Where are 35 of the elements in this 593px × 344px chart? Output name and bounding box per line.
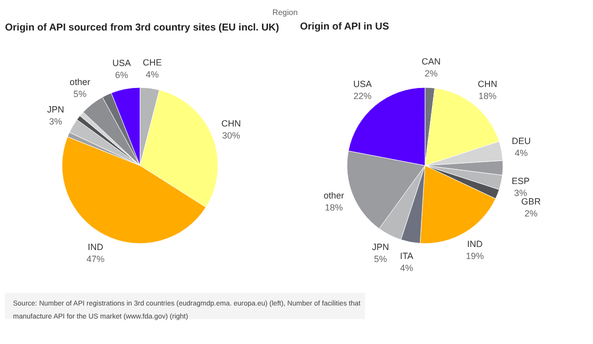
slice-label: other — [324, 190, 344, 201]
slice-label: ESP — [512, 176, 530, 186]
data-label: 3% — [49, 116, 62, 127]
slice-label: USA — [353, 78, 372, 89]
data-label: 18% — [478, 90, 496, 101]
slice-label: GBR — [521, 196, 542, 206]
slice-label: JPN — [47, 104, 64, 115]
data-label: 5% — [73, 89, 86, 100]
slice-label: JPN — [372, 242, 390, 252]
slice-label: USA — [112, 58, 131, 68]
chart-title: Origin of API sourced from 3rd country sites (EU incl. UK) — [5, 22, 280, 34]
text: Region — [272, 8, 298, 17]
data-label: 30% — [222, 130, 240, 140]
chart-title: Origin of API in US — [300, 22, 390, 33]
data-label: 4% — [514, 148, 528, 158]
data-label: 47% — [86, 254, 105, 264]
slice-label: CHN — [478, 78, 498, 89]
data-label: 4% — [146, 69, 159, 80]
slice-label: IND — [467, 238, 484, 249]
data-label: 19% — [466, 250, 484, 261]
data-label: 22% — [354, 90, 372, 101]
data-label: 6% — [115, 70, 128, 80]
slice-label: CHE — [142, 57, 162, 68]
data-label: 2% — [524, 208, 538, 218]
data-label: 18% — [324, 202, 343, 213]
slice-label: CHN — [221, 118, 241, 128]
slice-label: other — [70, 77, 90, 88]
slice-label: DEU — [512, 136, 531, 146]
data-label: 3% — [514, 188, 528, 198]
data-label: 4% — [400, 262, 414, 273]
slice-label: IND — [88, 242, 104, 252]
slice-label: CAN — [422, 56, 441, 67]
data-label: 5% — [374, 254, 388, 264]
slice-label: ITA — [400, 250, 414, 261]
data-label: 2% — [424, 68, 438, 79]
